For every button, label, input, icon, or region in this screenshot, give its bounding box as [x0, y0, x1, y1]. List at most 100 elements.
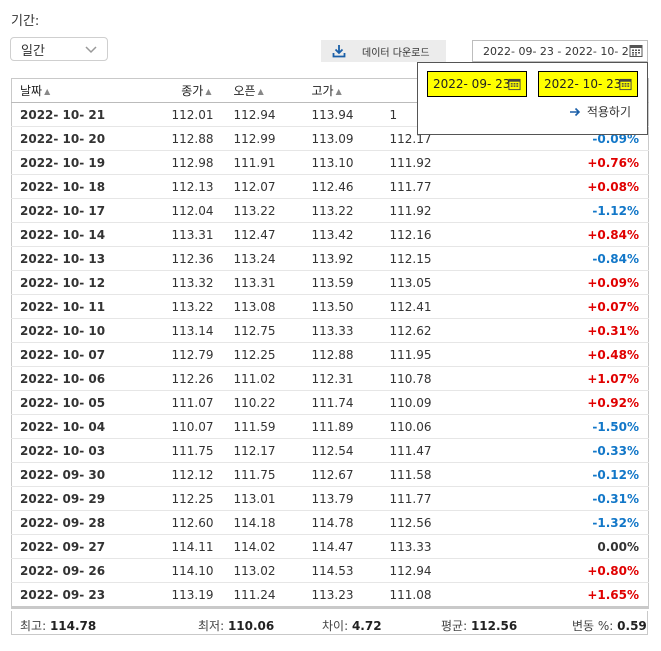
summary-diff: 차이: 4.72	[322, 619, 382, 633]
end-date-input[interactable]: 2022- 10- 23	[538, 71, 638, 97]
cell-low: 111.77	[381, 486, 482, 511]
table-row: 2022- 10- 07 112.79 112.25 112.88 111.95 +0.4…	[11, 342, 649, 367]
cell-open: 113.24	[225, 246, 304, 271]
cell-date: 2022- 10- 11	[11, 294, 112, 319]
cell-open: 112.17	[225, 438, 304, 463]
apply-button[interactable]: 적용하기	[569, 103, 631, 120]
cell-open: 112.25	[225, 342, 304, 367]
cell-open: 111.75	[225, 462, 304, 487]
table-row: 2022- 10- 19 112.98 111.91 113.10 111.92 +0.7…	[11, 150, 649, 175]
start-date-input[interactable]: 2022- 09- 23	[427, 71, 527, 97]
cell-date: 2022- 10- 04	[11, 414, 112, 439]
cell-open: 113.22	[225, 198, 304, 223]
cell-close: 112.04	[111, 198, 226, 223]
cell-date: 2022- 10- 05	[11, 390, 112, 415]
cell-change: +0.80%	[481, 558, 649, 583]
cell-open: 111.02	[225, 366, 304, 391]
calendar-icon[interactable]	[508, 78, 521, 91]
cell-high: 113.22	[303, 198, 382, 223]
cell-high: 112.54	[303, 438, 382, 463]
cell-change: -1.50%	[481, 414, 649, 439]
cell-open: 114.02	[225, 534, 304, 559]
table-row: 2022- 10- 05 111.07 110.22 111.74 110.09 +0.9…	[11, 390, 649, 415]
cell-date: 2022- 09- 29	[11, 486, 112, 511]
cell-date: 2022- 10- 18	[11, 174, 112, 199]
cell-high: 113.94	[303, 102, 382, 127]
cell-close: 114.10	[111, 558, 226, 583]
cell-high: 113.10	[303, 150, 382, 175]
cell-high: 113.50	[303, 294, 382, 319]
cell-change: +0.48%	[481, 342, 649, 367]
cell-high: 114.78	[303, 510, 382, 535]
cell-low: 112.16	[381, 222, 482, 247]
cell-date: 2022- 10- 19	[11, 150, 112, 175]
cell-date: 2022- 10- 10	[11, 318, 112, 343]
cell-change: 0.00%	[481, 534, 649, 559]
end-date-value: 2022- 10- 23	[544, 77, 622, 91]
cell-high: 112.31	[303, 366, 382, 391]
period-select[interactable]: 일간	[10, 37, 108, 61]
cell-close: 112.26	[111, 366, 226, 391]
cell-date: 2022- 10- 21	[11, 102, 112, 127]
cell-close: 112.79	[111, 342, 226, 367]
summary-min: 최저: 110.06	[198, 619, 275, 633]
cell-close: 112.98	[111, 150, 226, 175]
sort-icon: ▲	[335, 87, 342, 96]
cell-low: 111.92	[381, 198, 482, 223]
cell-low: 112.62	[381, 318, 482, 343]
apply-label: 적용하기	[586, 105, 631, 119]
cell-low: 112.56	[381, 510, 482, 535]
cell-open: 111.59	[225, 414, 304, 439]
table-row: 2022- 09- 28 112.60 114.18 114.78 112.56 -1.3…	[11, 510, 649, 535]
cell-low: 111.77	[381, 174, 482, 199]
cell-close: 113.32	[111, 270, 226, 295]
table-row: 2022- 10- 18 112.13 112.07 112.46 111.77 +0.0…	[11, 174, 649, 199]
cell-date: 2022- 09- 26	[11, 558, 112, 583]
period-label: 기간:	[11, 14, 40, 29]
cell-date: 2022- 10- 03	[11, 438, 112, 463]
table-row: 2022- 10- 12 113.32 113.31 113.59 113.05 +0.0…	[11, 270, 649, 295]
column-header-close[interactable]: 종가 ▲	[111, 78, 226, 103]
calendar-icon[interactable]	[619, 78, 632, 91]
column-header-high[interactable]: 고가 ▲	[303, 78, 382, 103]
cell-date: 2022- 09- 28	[11, 510, 112, 535]
cell-date: 2022- 10- 06	[11, 366, 112, 391]
cell-date: 2022- 09- 23	[11, 582, 112, 609]
cell-low: 111.58	[381, 462, 482, 487]
column-header-date[interactable]: 날짜 ▲	[11, 78, 112, 103]
cell-change: +0.09%	[481, 270, 649, 295]
download-data-button[interactable]: 데이터 다운로드	[321, 40, 446, 62]
table-row: 2022- 09- 26 114.10 113.02 114.53 112.94 +0.8…	[11, 558, 649, 583]
cell-close: 113.19	[111, 582, 226, 609]
summary-change: 변동 %: 0.59	[572, 619, 647, 633]
cell-high: 112.46	[303, 174, 382, 199]
cell-change: +0.76%	[481, 150, 649, 175]
cell-low: 111.95	[381, 342, 482, 367]
cell-open: 113.01	[225, 486, 304, 511]
cell-open: 110.22	[225, 390, 304, 415]
history-table: 날짜 ▲ 종가 ▲ 오픈 ▲ 고가 ▲ 2022- 10- 21 112.01 112.94…	[11, 78, 649, 609]
cell-close: 112.60	[111, 510, 226, 535]
cell-low: 111.92	[381, 150, 482, 175]
cell-close: 111.07	[111, 390, 226, 415]
cell-high: 113.23	[303, 582, 382, 609]
calendar-icon[interactable]	[629, 44, 643, 58]
cell-low: 112.15	[381, 246, 482, 271]
cell-high: 113.59	[303, 270, 382, 295]
cell-low: 110.06	[381, 414, 482, 439]
cell-change: +1.65%	[481, 582, 649, 609]
table-row: 2022- 09- 29 112.25 113.01 113.79 111.77 -0.3…	[11, 486, 649, 511]
cell-low: 111.47	[381, 438, 482, 463]
cell-change: -1.32%	[481, 510, 649, 535]
cell-low: 113.33	[381, 534, 482, 559]
table-row: 2022- 10- 04 110.07 111.59 111.89 110.06 -1.5…	[11, 414, 649, 439]
table-row: 2022- 10- 17 112.04 113.22 113.22 111.92 -1.1…	[11, 198, 649, 223]
cell-close: 112.01	[111, 102, 226, 127]
column-header-open[interactable]: 오픈 ▲	[225, 78, 304, 103]
cell-open: 112.07	[225, 174, 304, 199]
cell-low: 112.94	[381, 558, 482, 583]
date-range-picker[interactable]: 2022- 09- 23 - 2022- 10- 23	[472, 40, 648, 62]
table-row: 2022- 09- 27 114.11 114.02 114.47 113.33 0.00…	[11, 534, 649, 559]
table-row: 2022- 10- 06 112.26 111.02 112.31 110.78 +1.0…	[11, 366, 649, 391]
cell-high: 113.79	[303, 486, 382, 511]
